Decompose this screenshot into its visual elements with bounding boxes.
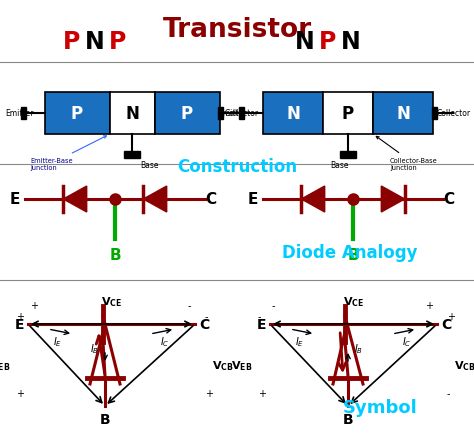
Bar (263, 93, 323, 135)
Text: P: P (64, 30, 81, 54)
Text: $\mathbf{V_{CE}}$: $\mathbf{V_{CE}}$ (343, 295, 364, 308)
Text: C: C (441, 317, 451, 331)
Text: -: - (188, 300, 191, 310)
Text: Diode Analogy: Diode Analogy (282, 243, 418, 261)
Text: E: E (10, 192, 20, 207)
Text: Emitter: Emitter (218, 109, 246, 118)
Polygon shape (301, 187, 325, 213)
Text: E: E (256, 317, 266, 331)
Text: $\mathbf{V_{CB}}$: $\mathbf{V_{CB}}$ (212, 358, 234, 372)
Text: $I_E$: $I_E$ (295, 334, 305, 348)
Text: P: P (342, 105, 354, 123)
Bar (239, 108, 244, 120)
Text: $I_E$: $I_E$ (54, 334, 63, 348)
Bar (124, 151, 140, 159)
Text: Collector-Base
Junction: Collector-Base Junction (376, 137, 438, 171)
Bar (432, 108, 437, 120)
Text: +: + (16, 388, 24, 398)
Text: C: C (205, 192, 216, 207)
Polygon shape (64, 187, 87, 213)
Bar (45, 93, 110, 135)
Text: $I_C$: $I_C$ (402, 334, 412, 348)
Text: -: - (447, 388, 450, 398)
Text: $I_B$: $I_B$ (354, 341, 363, 355)
Bar (110, 93, 155, 135)
Text: -: - (258, 311, 262, 321)
Bar (373, 93, 433, 135)
Text: C: C (199, 317, 209, 331)
Text: B: B (100, 412, 110, 426)
Text: Transistor: Transistor (163, 17, 311, 43)
Text: E: E (15, 317, 24, 331)
Polygon shape (381, 187, 405, 213)
Text: +: + (425, 300, 433, 310)
Text: Collector: Collector (225, 109, 259, 118)
Text: $\mathbf{V_{EB}}$: $\mathbf{V_{EB}}$ (231, 358, 253, 372)
Text: B: B (347, 247, 359, 263)
Polygon shape (143, 187, 167, 213)
Text: P: P (181, 105, 193, 123)
Text: P: P (319, 30, 337, 54)
Bar (155, 93, 220, 135)
Text: +: + (205, 388, 213, 398)
Bar (21, 108, 26, 120)
Bar (323, 93, 373, 135)
Text: N: N (286, 105, 300, 123)
Text: C: C (443, 192, 454, 207)
Text: N: N (125, 105, 139, 123)
Text: Base: Base (330, 160, 348, 169)
Text: N: N (295, 30, 315, 54)
Text: -: - (272, 300, 275, 310)
Text: B: B (343, 412, 353, 426)
Text: P: P (71, 105, 83, 123)
Text: E: E (248, 192, 258, 207)
Text: +: + (30, 300, 38, 310)
Text: +: + (447, 311, 455, 321)
Text: $I_C$: $I_C$ (160, 334, 170, 348)
Text: N: N (341, 30, 361, 54)
Text: +: + (258, 388, 266, 398)
Text: Construction: Construction (177, 158, 297, 176)
Text: Collector: Collector (437, 109, 471, 118)
Text: Base: Base (140, 160, 158, 169)
Bar (218, 108, 223, 120)
Text: $I_B$: $I_B$ (90, 341, 99, 355)
Text: N: N (396, 105, 410, 123)
Text: Emitter: Emitter (5, 109, 34, 118)
Text: Symbol: Symbol (343, 398, 418, 416)
Text: $\mathbf{V_{CB}}$: $\mathbf{V_{CB}}$ (454, 358, 474, 372)
Text: $\mathbf{V_{CE}}$: $\mathbf{V_{CE}}$ (101, 295, 122, 308)
Bar (340, 151, 356, 159)
Text: +: + (16, 311, 24, 321)
Text: N: N (85, 30, 105, 54)
Text: B: B (109, 247, 121, 263)
Text: Emitter-Base
Junction: Emitter-Base Junction (30, 136, 106, 171)
Text: $\mathbf{V_{EB}}$: $\mathbf{V_{EB}}$ (0, 358, 11, 372)
Text: -: - (205, 311, 209, 321)
Text: P: P (109, 30, 127, 54)
